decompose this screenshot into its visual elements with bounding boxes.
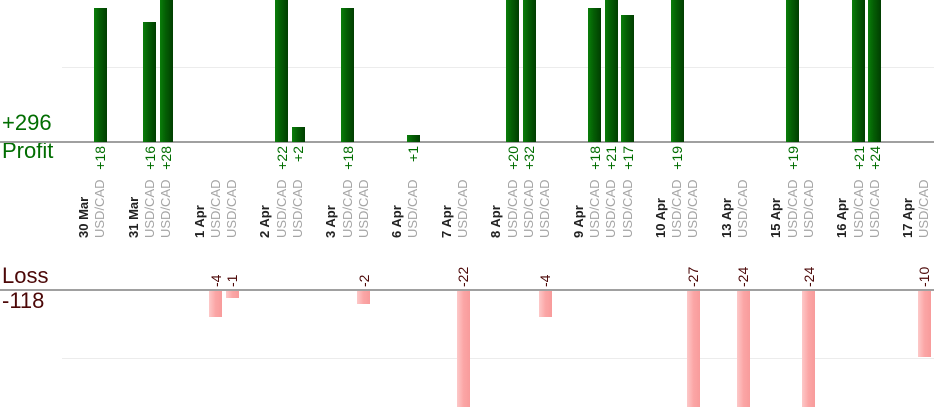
loss-bar — [226, 291, 239, 298]
instrument-label: USD/CAD — [356, 179, 371, 238]
loss-value-label: -24 — [735, 266, 751, 287]
loss-bar — [737, 291, 750, 407]
profit-bar — [605, 0, 618, 142]
date-label: 1 Apr — [192, 205, 207, 238]
profit-value-label: +17 — [620, 146, 636, 170]
profit-value-label: +1 — [405, 146, 421, 162]
instrument-label: USD/CAD — [208, 179, 223, 238]
profit-value-label: +2 — [290, 146, 306, 162]
instrument-label: USD/CAD — [916, 179, 931, 238]
loss-bar — [357, 291, 370, 304]
date-label: 6 Apr — [389, 205, 404, 238]
profit-value-label: +28 — [158, 146, 174, 170]
profit-axis-title: Profit — [2, 138, 54, 163]
profit-bar — [341, 8, 354, 142]
profit-bar — [160, 0, 173, 142]
profit-value-label: +19 — [669, 146, 685, 170]
loss-bar — [918, 291, 931, 357]
profit-baseline-axis — [0, 141, 934, 143]
profit-bar — [94, 8, 107, 142]
loss-value-label: -22 — [455, 266, 471, 287]
profit-value-label: +21 — [603, 146, 619, 170]
profit-value-label: +18 — [340, 146, 356, 170]
profit-value-label: +16 — [142, 146, 158, 170]
date-label: 2 Apr — [257, 205, 272, 238]
profit-bar — [275, 0, 288, 142]
loss-bar — [209, 291, 222, 317]
date-label: 3 Apr — [323, 205, 338, 238]
profit-bar — [506, 0, 519, 142]
date-label: 10 Apr — [653, 198, 668, 238]
loss-bar — [539, 291, 552, 317]
profit-bar — [621, 15, 634, 142]
loss-value-label: -4 — [537, 274, 553, 287]
loss-bar — [457, 291, 470, 407]
loss-value-label: -1 — [224, 274, 240, 287]
profit-value-label: +32 — [521, 146, 537, 170]
profit-value-label: +18 — [92, 146, 108, 170]
date-label: 8 Apr — [488, 205, 503, 238]
instrument-label: USD/CAD — [224, 179, 239, 238]
profit-bar — [852, 0, 865, 142]
profit-bar — [143, 22, 156, 142]
loss-value-label: -10 — [916, 266, 932, 287]
loss-gridline — [62, 358, 934, 359]
profit-value-label: +24 — [867, 146, 883, 170]
date-label: 13 Apr — [719, 198, 734, 238]
profit-bar — [868, 0, 881, 142]
date-label: 15 Apr — [768, 198, 783, 238]
date-label: 30 Mar — [76, 196, 91, 238]
profit-value-label: +21 — [851, 146, 867, 170]
loss-value-label: -27 — [685, 266, 701, 287]
profit-gridline — [62, 67, 934, 68]
date-label: 31 Mar — [126, 196, 141, 238]
instrument-label: USD/CAD — [685, 179, 700, 238]
instrument-label: USD/CAD — [455, 179, 470, 238]
date-label: 7 Apr — [439, 205, 454, 238]
instrument-label: USD/CAD — [735, 179, 750, 238]
loss-value-label: -2 — [356, 274, 372, 287]
profit-total: +296 — [2, 110, 52, 135]
profit-bar — [407, 135, 420, 142]
loss-baseline-axis — [0, 289, 934, 291]
loss-bar — [802, 291, 815, 407]
loss-value-label: -4 — [208, 274, 224, 287]
loss-total: -118 — [2, 288, 45, 313]
profit-bar — [786, 0, 799, 142]
loss-bar — [687, 291, 700, 407]
instrument-label: USD/CAD — [537, 179, 552, 238]
loss-axis-title: Loss — [2, 263, 49, 288]
profit-value-label: +22 — [274, 146, 290, 170]
instrument-label: USD/CAD — [801, 179, 816, 238]
date-label: 17 Apr — [900, 198, 915, 238]
profit-bar — [523, 0, 536, 142]
profit-bar — [588, 8, 601, 142]
loss-value-label: -24 — [801, 266, 817, 287]
profit-value-label: +19 — [785, 146, 801, 170]
date-label: 9 Apr — [571, 205, 586, 238]
profit-bar — [292, 127, 305, 142]
profit-bar — [671, 0, 684, 142]
date-label: 16 Apr — [834, 198, 849, 238]
profit-value-label: +20 — [505, 146, 521, 170]
profit-value-label: +18 — [587, 146, 603, 170]
